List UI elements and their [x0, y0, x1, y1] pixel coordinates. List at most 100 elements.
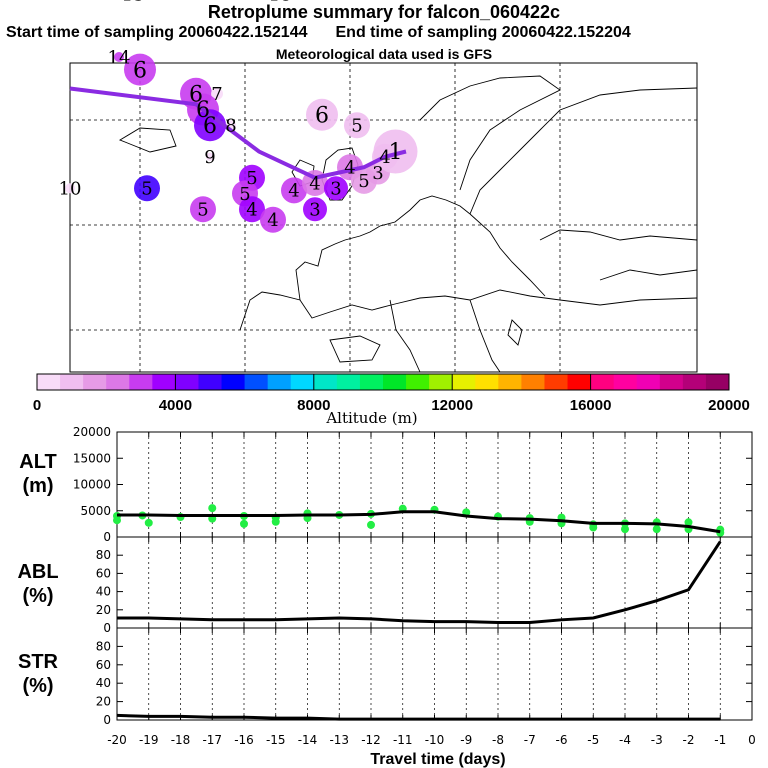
colorbar-tick-label: 8000	[297, 397, 330, 414]
colorbar-swatch	[37, 374, 61, 390]
plume-point	[114, 52, 124, 62]
x-tick-label: -17	[202, 733, 222, 747]
coastline-segment	[329, 335, 381, 363]
x-tick-label: -10	[425, 733, 445, 747]
coastline-segment	[389, 299, 421, 373]
point-label: 6	[203, 114, 217, 139]
x-tick-label: -11	[393, 733, 413, 747]
sampling-times: Start time of sampling 20060422.152144 En…	[6, 24, 768, 42]
y-tick-label: 40	[96, 585, 111, 599]
colorbar-swatch	[498, 374, 522, 390]
colorbar-swatch	[83, 374, 107, 390]
colorbar-swatch	[198, 374, 223, 390]
coastline-segment	[469, 87, 698, 215]
point-label: 10	[59, 179, 82, 200]
x-tick-label: -5	[587, 733, 599, 747]
point-label: 5	[351, 116, 362, 137]
colorbar-swatch	[567, 374, 592, 390]
map-frame	[69, 62, 698, 373]
colorbar-tick-label: 20000	[708, 397, 750, 414]
y-tick-label: 5000	[80, 504, 111, 518]
x-tick-label: -6	[556, 733, 568, 747]
plume-point	[281, 177, 307, 204]
y-tick-label: 60	[96, 658, 111, 672]
colorbar-swatch	[175, 374, 199, 390]
x-tick-label: -15	[266, 733, 286, 747]
colorbar-swatch	[544, 374, 569, 390]
y-tick-label: 20000	[73, 425, 111, 439]
plume-point	[65, 183, 75, 194]
plume-point	[211, 87, 223, 100]
altitude-colorbar: 0 4000 8000 12000 16000 20000 Altitude (m)	[33, 373, 750, 427]
x-tick-label: 0	[748, 733, 756, 747]
colorbar-swatch	[429, 374, 453, 390]
point-label: 18	[269, 0, 292, 5]
mean-plume-path	[69, 86, 407, 180]
x-tick-label: -3	[651, 733, 663, 747]
colorbar-swatch	[705, 374, 730, 390]
alt-sample-dot	[589, 523, 598, 532]
colorbar-tick-label: 0	[33, 397, 41, 414]
colorbar-swatch	[359, 374, 384, 390]
alt-sample-dot	[367, 520, 375, 529]
colorbar-swatch	[475, 374, 499, 390]
point-label: 4	[288, 181, 299, 202]
point-label: 9	[204, 147, 215, 168]
colorbar-swatch	[290, 374, 315, 390]
x-axis-title: Travel time (days)	[370, 751, 505, 768]
point-label: 5	[239, 184, 250, 205]
colorbar-swatch	[682, 374, 707, 390]
y-tick-label: 80	[96, 639, 111, 653]
panel-label: STR	[18, 651, 59, 673]
alt-sample-dot	[113, 516, 121, 525]
x-tick-label: -13	[329, 733, 349, 747]
alt-sample-dot	[652, 525, 661, 534]
point-label: 3	[330, 179, 341, 200]
y-tick-label: 10000	[73, 478, 111, 492]
panel-unit: (%)	[22, 675, 53, 697]
colorbar-swatch	[521, 374, 545, 390]
point-label: 14	[108, 47, 131, 68]
alt-sample-dot	[684, 518, 693, 527]
x-tick-label: -8	[492, 733, 504, 747]
y-tick-label: 60	[96, 566, 111, 580]
x-tick-label: -4	[619, 733, 631, 747]
point-label: 5	[246, 168, 257, 189]
alt-sample-dot	[144, 518, 153, 527]
x-tick-label: -20	[107, 733, 127, 747]
alt-sample-dot	[621, 525, 629, 534]
y-tick-label: 0	[103, 713, 111, 727]
colorbar-swatch	[383, 374, 407, 390]
met-data-label: Meteorological data used is GFS	[275, 46, 493, 62]
colorbar-tick-label: 16000	[570, 397, 612, 414]
colorbar-tick-label: 4000	[159, 397, 192, 414]
point-label: 4	[344, 158, 355, 179]
panel-label: ABL	[17, 561, 58, 583]
point-label: 15	[122, 0, 145, 5]
series-line	[116, 713, 721, 721]
plume-point	[124, 53, 156, 86]
chart-title: Retroplume summary for falcon_060422c	[207, 2, 561, 22]
point-label: 7	[211, 84, 222, 105]
plume-point	[190, 196, 216, 223]
point-label: 5	[358, 171, 369, 192]
colorbar-swatch	[659, 374, 684, 390]
coastline-segment	[295, 195, 471, 301]
colorbar-swatch	[129, 374, 153, 390]
start-time-label: Start time of sampling 20060422.152144	[6, 24, 308, 41]
colorbar-swatch	[636, 374, 661, 390]
point-label: 3	[372, 163, 383, 184]
point-label: 3	[309, 200, 320, 221]
x-tick-label: -16	[234, 733, 254, 747]
point-label: 6	[189, 82, 203, 107]
x-tick-label: -14	[298, 733, 318, 747]
plume-point	[260, 206, 286, 233]
colorbar-swatch	[221, 374, 246, 390]
y-tick-label: 40	[96, 676, 111, 690]
panel-unit: (%)	[22, 585, 53, 607]
plume-point	[344, 112, 370, 139]
panel-frame	[116, 431, 753, 538]
panel-unit: (m)	[22, 475, 53, 497]
coastline-segment	[599, 269, 698, 281]
colorbar-tick-label: 12000	[431, 397, 473, 414]
